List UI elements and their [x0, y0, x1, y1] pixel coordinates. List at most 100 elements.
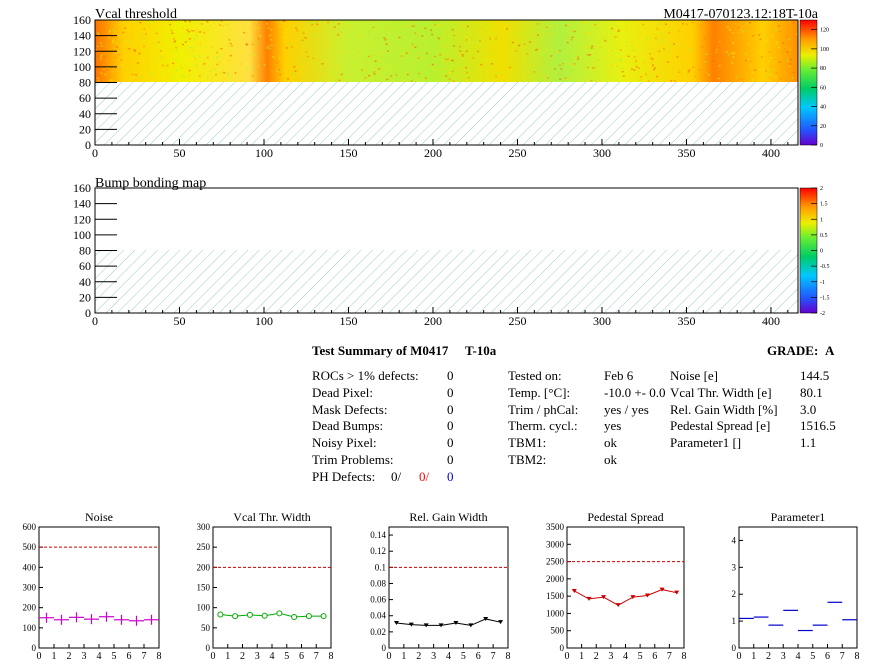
heatmap-speckle — [739, 28, 742, 30]
x-tick-label: 6 — [127, 651, 132, 662]
heatmap-speckle — [761, 34, 764, 36]
heatmap-speckle — [258, 65, 261, 67]
heatmap-speckle — [761, 38, 764, 41]
vcal-threshold-map: Vcal threshold M0417-070123.12:18T-10a 0… — [73, 7, 829, 160]
heatmap-speckle — [193, 38, 196, 40]
heatmap-speckle — [284, 66, 287, 69]
heatmap-speckle — [339, 77, 342, 80]
grade-value: A — [825, 343, 835, 358]
heatmap-speckle — [658, 26, 661, 29]
heatmap-speckle — [281, 36, 284, 39]
heatmap-speckle — [683, 71, 686, 73]
heatmap-speckle — [437, 23, 440, 26]
heatmap-speckle — [573, 30, 576, 33]
heatmap-speckle — [433, 20, 436, 23]
heatmap-speckle — [290, 46, 293, 48]
heatmap-speckle — [255, 27, 258, 30]
heatmap-speckle — [421, 29, 424, 31]
heatmap-speckle — [492, 21, 495, 23]
chart-frame — [212, 526, 332, 649]
heatmap-speckle — [593, 60, 596, 63]
heatmap-speckle — [448, 78, 451, 80]
heatmap-speckle — [553, 35, 556, 37]
vcal-axes: 0 50 100 150 200 250 300 350 4000204060801001201… — [73, 13, 789, 160]
heatmap-speckle — [640, 22, 643, 25]
heatmap-speckle — [252, 66, 255, 69]
heatmap-speckle — [390, 75, 393, 77]
heatmap-speckle — [662, 40, 665, 43]
data-point — [483, 616, 489, 621]
heatmap-speckle — [628, 32, 631, 35]
heatmap-speckle — [568, 23, 571, 26]
heatmap-speckle — [697, 62, 700, 64]
heatmap-speckle — [288, 41, 291, 44]
heatmap-speckle — [480, 63, 483, 66]
bump-hatched-region — [95, 250, 798, 313]
x-tick-label: 7 — [667, 651, 672, 662]
heatmap-speckle — [195, 28, 198, 31]
heatmap-speckle — [742, 30, 745, 33]
heatmap-speckle — [214, 68, 217, 71]
heatmap-speckle — [686, 23, 689, 26]
heatmap-speckle — [162, 58, 165, 61]
defect-row-label: Noisy Pixel: — [312, 435, 377, 451]
heatmap-speckle — [155, 42, 158, 45]
heatmap-speckle — [651, 64, 654, 67]
heatmap-speckle — [178, 35, 181, 37]
heatmap-speckle — [278, 57, 281, 60]
heatmap-speckle — [607, 53, 610, 55]
heatmap-speckle — [300, 69, 303, 71]
heatmap-speckle — [767, 68, 770, 71]
heatmap-speckle — [788, 38, 791, 40]
heatmap-speckle — [195, 34, 198, 37]
heatmap-speckle — [124, 75, 127, 77]
heatmap-speckle — [537, 42, 540, 45]
heatmap-speckle — [97, 79, 100, 82]
heatmap-speckle — [391, 50, 394, 52]
heatmap-speckle — [288, 47, 291, 49]
y-tick-label: 1 — [732, 616, 737, 626]
heatmap-speckle — [191, 46, 194, 49]
heatmap-speckle — [505, 28, 508, 30]
heatmap-speckle — [441, 23, 444, 25]
x-tick-label: 6 — [299, 651, 304, 662]
x-tick-label: 2 — [67, 651, 72, 662]
x-tick-label: 8 — [506, 651, 511, 662]
heatmap-speckle — [790, 60, 793, 62]
heatmap-speckle — [295, 27, 298, 30]
heatmap-speckle — [788, 20, 791, 23]
heatmap-speckle — [234, 58, 237, 60]
heatmap-speckle — [248, 53, 251, 56]
data-point — [246, 611, 253, 618]
heatmap-speckle — [415, 70, 418, 73]
heatmap-speckle — [476, 61, 479, 63]
x-tick-label: 5 — [112, 651, 117, 662]
heatmap-speckle — [283, 20, 286, 22]
heatmap-speckle — [222, 77, 225, 80]
heatmap-speckle — [97, 57, 100, 60]
heatmap-speckle — [529, 22, 532, 25]
heatmap-speckle — [115, 52, 118, 55]
heatmap-speckle — [718, 64, 721, 67]
heatmap-speckle — [108, 40, 111, 43]
heatmap-speckle — [311, 24, 314, 26]
heatmap-speckle — [215, 49, 218, 52]
y-tick-label: 20 — [79, 290, 91, 304]
heatmap-speckle — [565, 78, 568, 81]
heatmap-speckle — [445, 58, 448, 61]
heatmap-speckle — [387, 74, 390, 77]
heatmap-speckle — [649, 49, 652, 52]
heatmap-speckle — [216, 51, 219, 54]
heatmap-speckle — [168, 49, 171, 52]
heatmap-speckle — [410, 80, 413, 82]
heatmap-speckle — [452, 80, 455, 83]
heatmap-speckle — [249, 27, 252, 29]
heatmap-speckle — [674, 57, 677, 60]
heatmap-speckle — [493, 79, 496, 81]
heatmap-speckle — [131, 42, 134, 45]
heatmap-speckle — [303, 44, 306, 46]
y-tick-label: 1500 — [546, 591, 565, 601]
heatmap-speckle — [116, 59, 119, 61]
heatmap-speckle — [122, 31, 125, 34]
